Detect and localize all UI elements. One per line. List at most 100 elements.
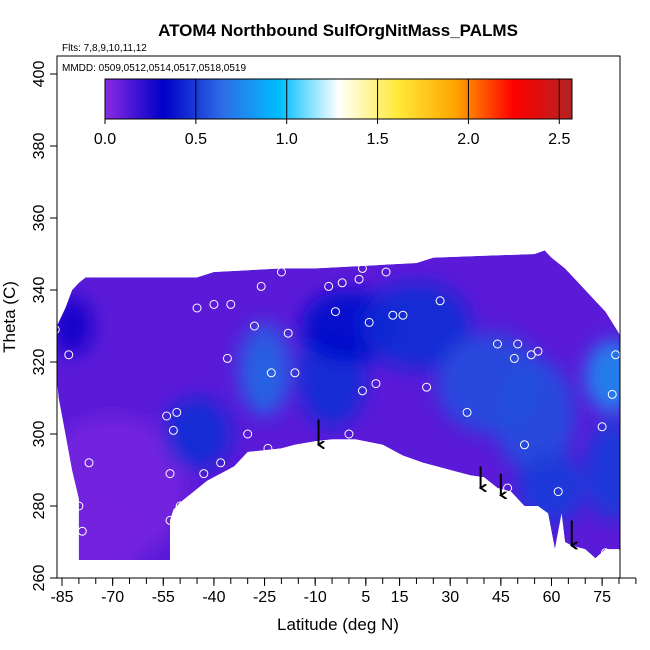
sample-points bbox=[57, 263, 633, 568]
data-point bbox=[165, 515, 175, 525]
data-point bbox=[192, 303, 202, 313]
x-tick-label: -55 bbox=[152, 589, 175, 606]
heatmap-region bbox=[494, 358, 576, 474]
y-tick-label: 340 bbox=[31, 277, 48, 304]
data-point bbox=[226, 299, 236, 309]
x-tick-label: -40 bbox=[202, 589, 225, 606]
data-point bbox=[276, 267, 286, 277]
y-tick-label: 300 bbox=[31, 421, 48, 448]
data-point bbox=[519, 440, 529, 450]
data-point bbox=[600, 548, 610, 558]
data-point bbox=[462, 407, 472, 417]
x-tick-label: 15 bbox=[391, 589, 409, 606]
heatmap-field bbox=[57, 250, 620, 564]
heatmap-blobs bbox=[57, 282, 620, 564]
data-point bbox=[625, 419, 633, 427]
x-axis-label: Latitude (deg N) bbox=[277, 615, 399, 634]
data-point bbox=[199, 469, 209, 479]
y-tick-label: 360 bbox=[31, 205, 48, 232]
colorbar-gradient bbox=[104, 78, 573, 120]
heatmap-region bbox=[237, 322, 292, 417]
colorbar-tick-label: 0.5 bbox=[185, 131, 207, 148]
data-point bbox=[175, 501, 185, 511]
data-point bbox=[597, 422, 607, 432]
data-point bbox=[503, 483, 513, 493]
x-axis: -85 -70 -55 -40 -25 -10 5 15 30 45 60 75 bbox=[50, 577, 637, 606]
arrow-markers bbox=[319, 419, 572, 546]
data-point bbox=[64, 350, 74, 360]
x-tick-label: 60 bbox=[543, 589, 561, 606]
data-point bbox=[573, 551, 583, 561]
colorbar-tick-label: 2.0 bbox=[457, 131, 479, 148]
heatmap-region bbox=[57, 297, 93, 355]
data-point bbox=[344, 429, 354, 439]
colorbar-tick-label: 2.5 bbox=[548, 131, 570, 148]
data-point bbox=[492, 339, 502, 349]
data-point bbox=[617, 559, 620, 568]
chart-title: ATOM4 Northbound SulfOrgNitMass_PALMS bbox=[158, 21, 518, 40]
data-point bbox=[77, 526, 87, 536]
y-axis: 260 280 300 320 340 360 380 400 bbox=[31, 61, 57, 592]
data-point bbox=[435, 296, 445, 306]
heatmap-region bbox=[362, 282, 471, 370]
heatmap-region bbox=[517, 452, 586, 524]
data-point bbox=[337, 278, 347, 288]
y-tick-label: 400 bbox=[31, 61, 48, 88]
data-point bbox=[57, 325, 60, 334]
x-tick-label: -85 bbox=[50, 589, 73, 606]
data-point bbox=[398, 310, 408, 320]
data-point bbox=[263, 443, 273, 453]
data-point bbox=[209, 299, 219, 309]
data-point bbox=[162, 411, 172, 421]
data-point bbox=[553, 487, 563, 497]
x-tick-label: -10 bbox=[304, 589, 327, 606]
data-point bbox=[71, 274, 81, 284]
colorbar-tick-label: 1.0 bbox=[276, 131, 298, 148]
y-tick-label: 260 bbox=[31, 565, 48, 592]
data-point bbox=[371, 379, 381, 389]
x-tick-label: 30 bbox=[441, 589, 459, 606]
data-point bbox=[222, 353, 232, 363]
data-point bbox=[330, 307, 340, 317]
data-point bbox=[216, 458, 226, 468]
colorbar: 0.0 0.5 1.0 1.5 2.0 2.5 bbox=[94, 78, 573, 148]
data-point bbox=[266, 368, 276, 378]
data-point bbox=[388, 310, 398, 320]
data-point bbox=[607, 389, 617, 399]
data-point bbox=[354, 274, 364, 284]
data-point bbox=[509, 353, 519, 363]
data-point bbox=[533, 346, 543, 356]
heatmap-region bbox=[585, 340, 620, 413]
data-point bbox=[357, 263, 367, 273]
y-axis-label: Theta (C) bbox=[0, 281, 19, 353]
data-point bbox=[513, 339, 523, 349]
y-tick-label: 320 bbox=[31, 349, 48, 376]
y-tick-label: 280 bbox=[31, 493, 48, 520]
heatmap-region bbox=[585, 419, 620, 521]
data-point bbox=[84, 458, 94, 468]
data-point bbox=[357, 386, 367, 396]
data-point bbox=[364, 317, 374, 327]
data-point bbox=[74, 501, 84, 511]
data-point bbox=[168, 425, 178, 435]
data-point bbox=[283, 328, 293, 338]
data-point bbox=[165, 469, 175, 479]
data-point bbox=[526, 350, 536, 360]
x-tick-label: 5 bbox=[361, 589, 370, 606]
x-tick-label: -25 bbox=[253, 589, 276, 606]
colorbar-tick-label: 1.5 bbox=[366, 131, 388, 148]
heatmap-cells bbox=[57, 250, 620, 564]
y-tick-label: 380 bbox=[31, 133, 48, 160]
data-point bbox=[422, 382, 432, 392]
x-tick-label: 75 bbox=[593, 589, 611, 606]
dates-label: MMDD: 0509,0512,0514,0517,0518,0519 bbox=[62, 63, 246, 74]
x-tick-label: -70 bbox=[101, 589, 124, 606]
heatmap-region bbox=[57, 498, 144, 564]
data-point bbox=[243, 429, 253, 439]
data-point bbox=[324, 281, 334, 291]
colorbar-tick-label: 0.0 bbox=[94, 131, 116, 148]
data-point bbox=[622, 376, 630, 384]
data-point bbox=[249, 321, 259, 331]
data-point bbox=[381, 267, 391, 277]
